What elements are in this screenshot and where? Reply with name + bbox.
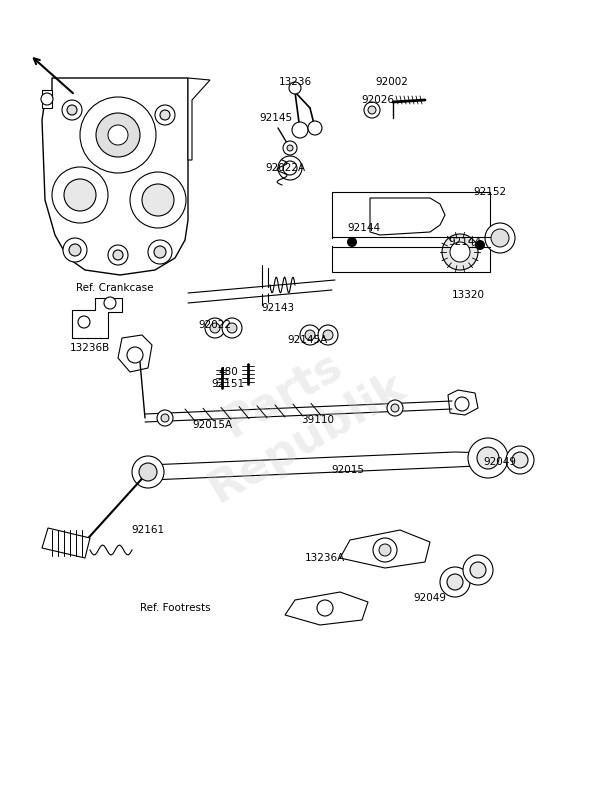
Circle shape xyxy=(477,447,499,469)
Circle shape xyxy=(148,240,172,264)
Circle shape xyxy=(283,141,297,155)
Circle shape xyxy=(289,82,301,94)
Text: 13236: 13236 xyxy=(279,77,312,87)
Circle shape xyxy=(155,105,175,125)
Circle shape xyxy=(368,106,376,114)
Text: 92151: 92151 xyxy=(211,379,244,389)
Text: 92161: 92161 xyxy=(131,525,164,535)
Circle shape xyxy=(78,316,90,328)
Circle shape xyxy=(470,562,486,578)
Text: 92143: 92143 xyxy=(262,303,294,313)
Polygon shape xyxy=(340,530,430,568)
Circle shape xyxy=(160,110,170,120)
Circle shape xyxy=(317,600,333,616)
Circle shape xyxy=(161,414,169,422)
Polygon shape xyxy=(188,78,210,160)
Polygon shape xyxy=(72,298,122,338)
Circle shape xyxy=(52,167,108,223)
Circle shape xyxy=(463,555,493,585)
Circle shape xyxy=(154,246,166,258)
Text: 13236B: 13236B xyxy=(70,343,110,353)
Circle shape xyxy=(222,318,242,338)
Circle shape xyxy=(347,237,357,247)
Text: 13320: 13320 xyxy=(452,290,485,300)
Circle shape xyxy=(468,438,508,478)
Polygon shape xyxy=(370,198,445,235)
Circle shape xyxy=(227,323,237,333)
Text: 92026: 92026 xyxy=(362,95,395,105)
Circle shape xyxy=(318,325,338,345)
Circle shape xyxy=(455,397,469,411)
Polygon shape xyxy=(42,528,90,558)
Text: 92022A: 92022A xyxy=(265,163,305,173)
Circle shape xyxy=(440,567,470,597)
Circle shape xyxy=(63,238,87,262)
Circle shape xyxy=(157,410,173,426)
Text: 92015: 92015 xyxy=(332,465,365,475)
Text: Parts
Republik: Parts Republik xyxy=(176,320,413,511)
Circle shape xyxy=(205,318,225,338)
Polygon shape xyxy=(42,78,188,275)
Circle shape xyxy=(387,400,403,416)
Text: Ref. Footrests: Ref. Footrests xyxy=(140,603,210,613)
Circle shape xyxy=(130,172,186,228)
Circle shape xyxy=(292,122,308,138)
Circle shape xyxy=(323,330,333,340)
Circle shape xyxy=(210,323,220,333)
Text: 92145A: 92145A xyxy=(287,335,327,345)
Circle shape xyxy=(475,240,485,250)
Circle shape xyxy=(104,297,116,309)
Text: 13236A: 13236A xyxy=(305,553,345,563)
Text: 39110: 39110 xyxy=(302,415,335,425)
Circle shape xyxy=(64,179,96,211)
Circle shape xyxy=(80,97,156,173)
Circle shape xyxy=(450,242,470,262)
Circle shape xyxy=(391,404,399,412)
Circle shape xyxy=(373,538,397,562)
Circle shape xyxy=(41,93,53,105)
Circle shape xyxy=(139,463,157,481)
Circle shape xyxy=(62,100,82,120)
Text: 92145: 92145 xyxy=(259,113,293,123)
Circle shape xyxy=(442,234,478,270)
Text: 92144: 92144 xyxy=(448,237,482,247)
Circle shape xyxy=(364,102,380,118)
Circle shape xyxy=(96,113,140,157)
Circle shape xyxy=(132,456,164,488)
Circle shape xyxy=(113,250,123,260)
Polygon shape xyxy=(448,390,478,415)
Circle shape xyxy=(379,544,391,556)
Text: 92152: 92152 xyxy=(474,187,507,197)
Polygon shape xyxy=(138,452,495,480)
Circle shape xyxy=(512,452,528,468)
Circle shape xyxy=(67,105,77,115)
Circle shape xyxy=(108,245,128,265)
Text: 92049: 92049 xyxy=(413,593,446,603)
Text: 92002: 92002 xyxy=(376,77,408,87)
Text: Ref. Crankcase: Ref. Crankcase xyxy=(76,283,154,293)
Polygon shape xyxy=(42,90,52,108)
Circle shape xyxy=(485,223,515,253)
Text: 92015A: 92015A xyxy=(192,420,232,430)
Text: 480: 480 xyxy=(218,367,238,377)
Text: 92049: 92049 xyxy=(484,457,517,467)
Circle shape xyxy=(69,244,81,256)
Circle shape xyxy=(283,161,297,175)
Polygon shape xyxy=(118,335,152,372)
Circle shape xyxy=(127,347,143,363)
Circle shape xyxy=(108,125,128,145)
Circle shape xyxy=(308,121,322,135)
Circle shape xyxy=(300,325,320,345)
Text: 92022: 92022 xyxy=(198,320,231,330)
Circle shape xyxy=(278,156,302,180)
Text: 92144: 92144 xyxy=(348,223,380,233)
Circle shape xyxy=(506,446,534,474)
Circle shape xyxy=(142,184,174,216)
Circle shape xyxy=(287,145,293,151)
Circle shape xyxy=(447,574,463,590)
Bar xyxy=(332,192,490,272)
Circle shape xyxy=(305,330,315,340)
Polygon shape xyxy=(285,592,368,625)
Circle shape xyxy=(491,229,509,247)
